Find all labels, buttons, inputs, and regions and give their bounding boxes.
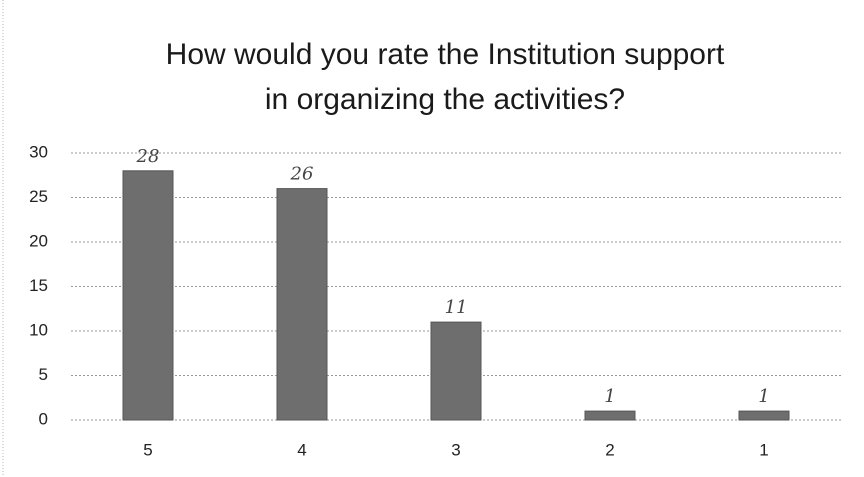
y-tick-label: 20 [29,231,48,250]
x-tick-label: 1 [759,440,768,459]
bar [276,188,328,421]
y-tick-label: 0 [39,409,48,428]
chart-title: in organizing the activities? [265,83,625,116]
bar [738,410,790,421]
chart-title: How would you rate the Institution suppo… [166,38,725,71]
x-tick-label: 3 [451,440,460,459]
x-tick-label: 2 [605,440,614,459]
y-tick-label: 30 [29,142,48,161]
data-label: 28 [136,146,160,167]
x-tick-label: 5 [143,440,152,459]
data-label: 11 [445,297,468,318]
bar [584,410,636,421]
data-label: 26 [290,164,314,185]
data-label: 1 [604,386,615,407]
bar [430,321,482,421]
y-tick-label: 5 [39,365,48,384]
y-tick-label: 25 [29,187,48,206]
y-tick-label: 15 [29,276,48,295]
x-tick-label: 4 [297,440,306,459]
bar [122,170,174,421]
y-tick-label: 10 [29,320,48,339]
data-label: 1 [758,386,769,407]
